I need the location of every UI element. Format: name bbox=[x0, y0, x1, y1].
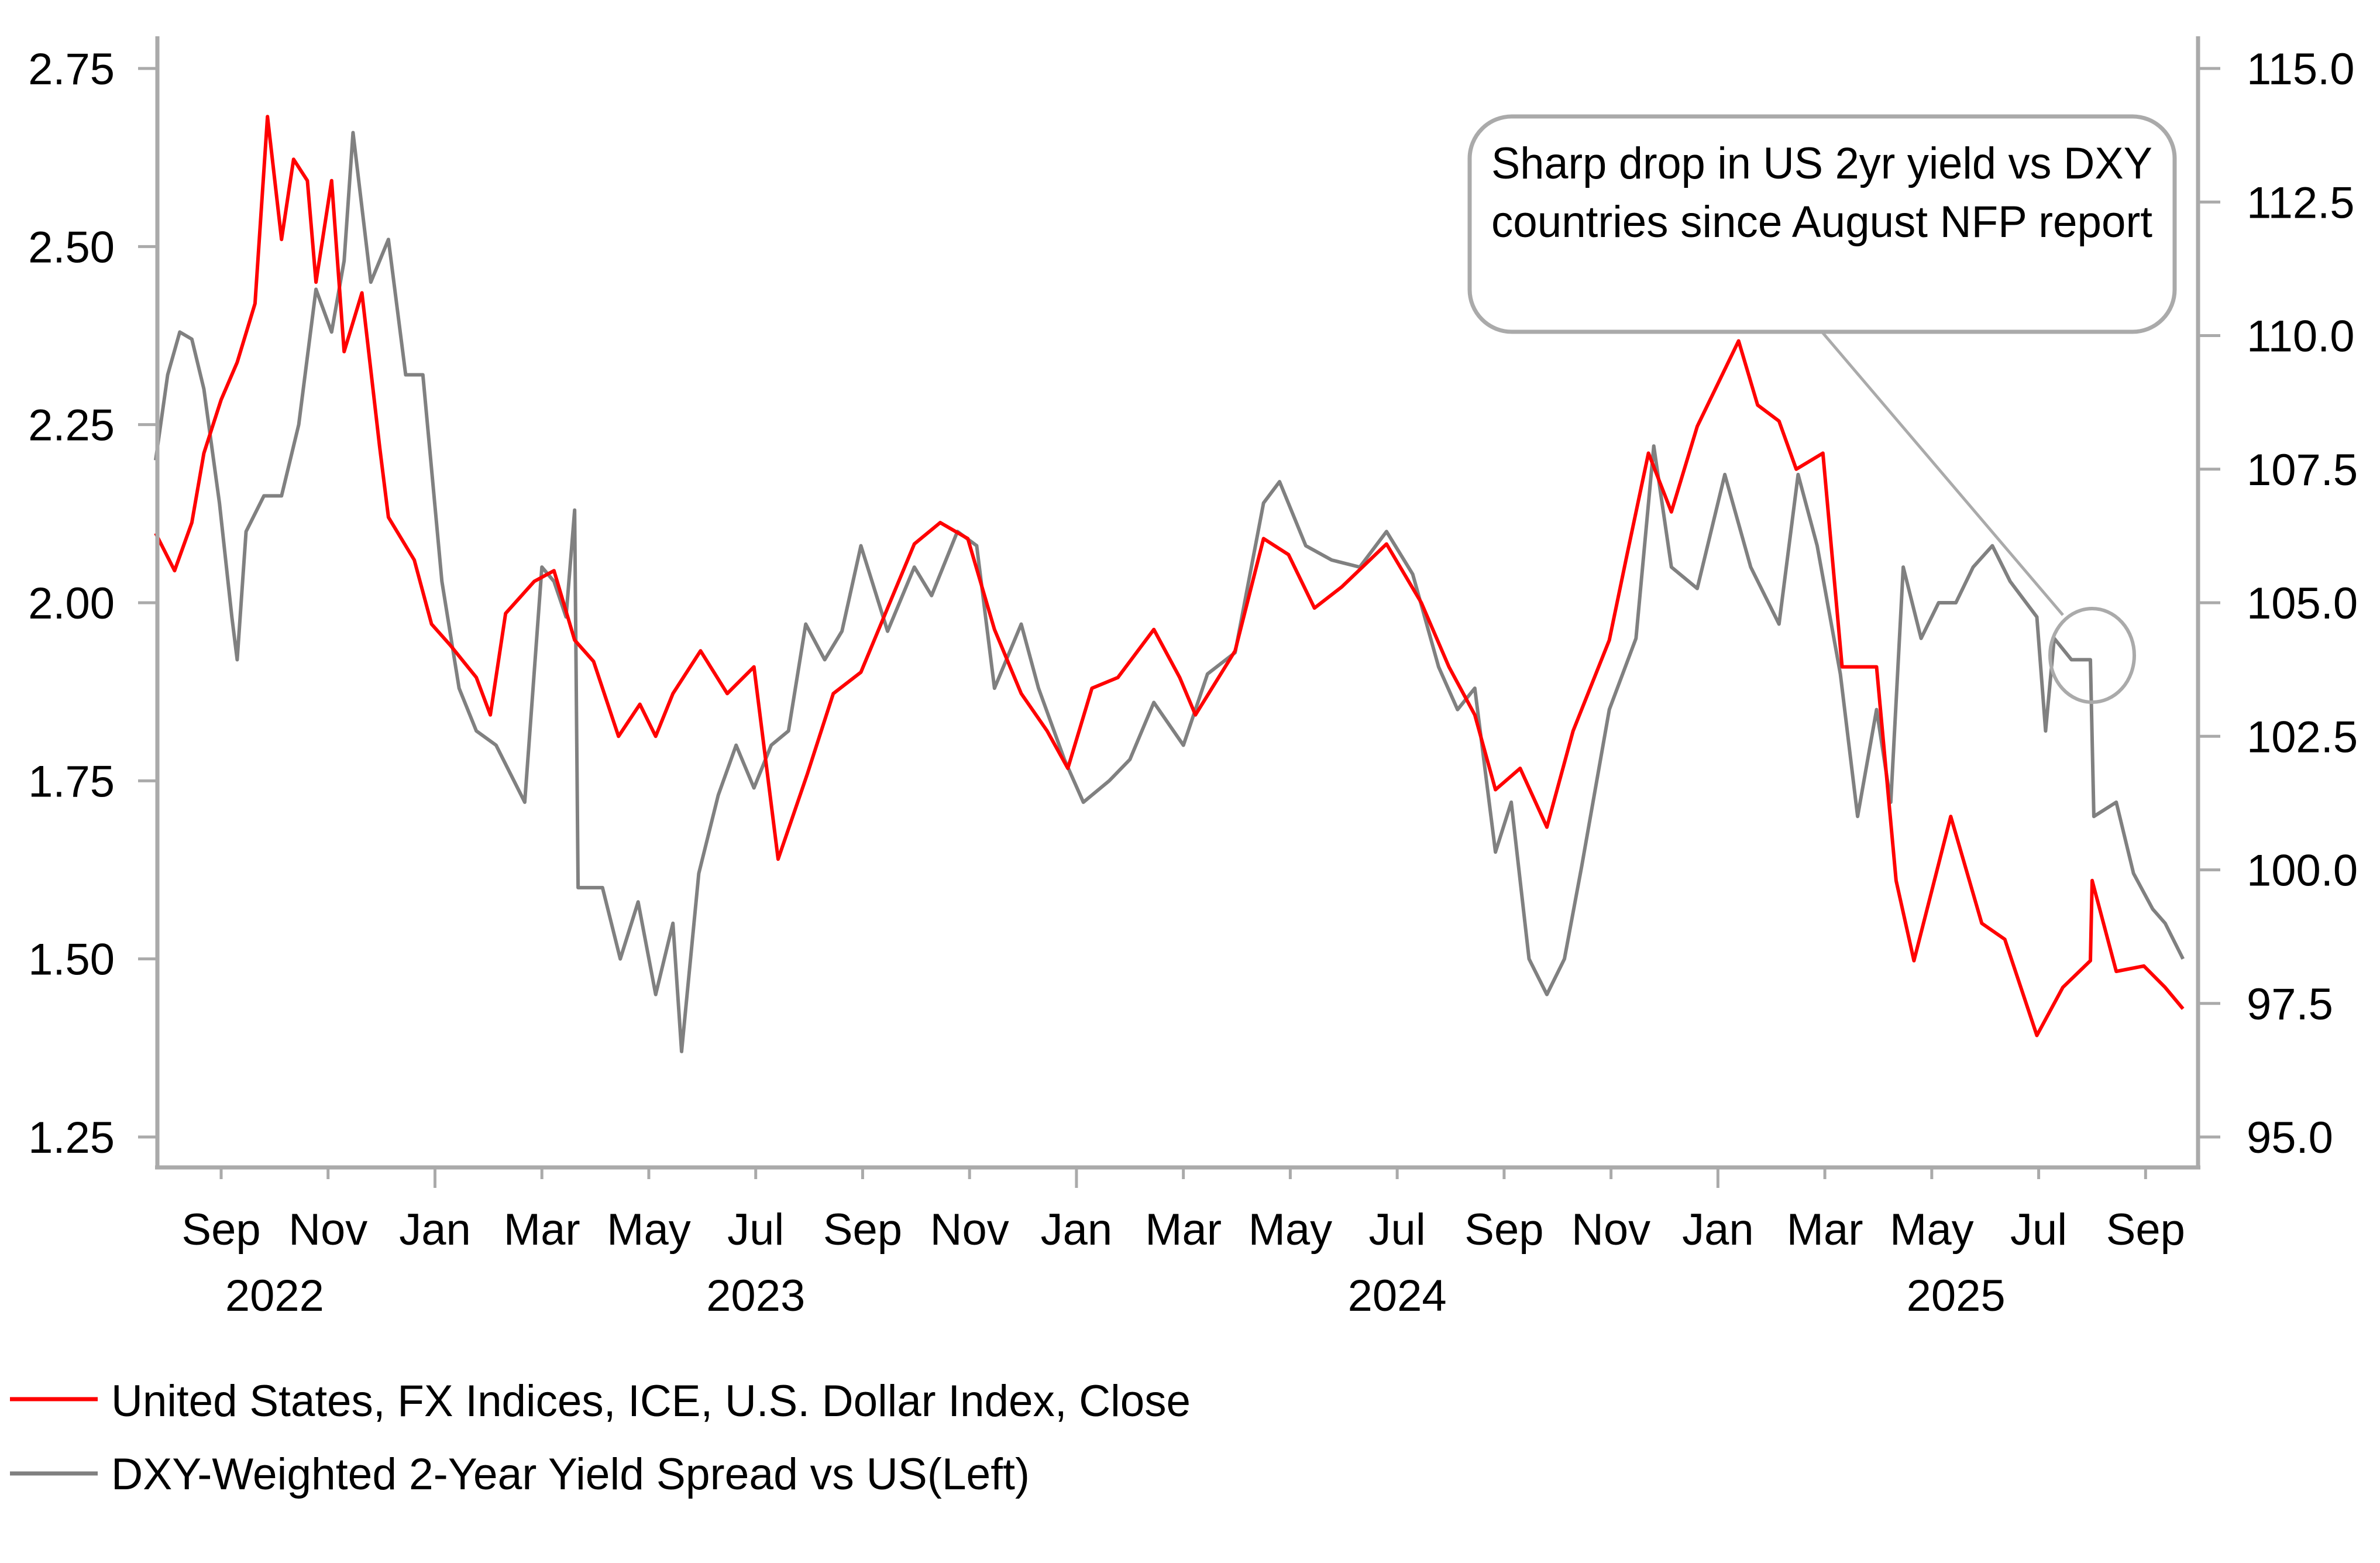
x-month-label: Mar bbox=[504, 1205, 580, 1255]
x-year-label: 2022 bbox=[225, 1271, 324, 1321]
series-layer bbox=[154, 115, 2185, 1053]
x-month-label: Mar bbox=[1145, 1205, 1222, 1255]
x-month-label: Sep bbox=[1464, 1205, 1543, 1255]
x-month-label: Nov bbox=[288, 1205, 367, 1255]
left-y-axis-ticks: 1.25 1.50 1.75 2.00 2.25 2.50 2.75 bbox=[28, 44, 157, 1163]
annotation-leader-line bbox=[1821, 331, 2064, 616]
right-y-tick-label: 100.0 bbox=[2247, 846, 2358, 896]
x-year-label: 2024 bbox=[1348, 1271, 1447, 1321]
annotation-line-2: countries since August NFP report bbox=[1491, 197, 2152, 247]
x-year-label: 2023 bbox=[706, 1271, 805, 1321]
x-month-label: Jul bbox=[2010, 1205, 2067, 1255]
left-y-tick-label: 1.50 bbox=[28, 935, 115, 985]
x-month-label: Nov bbox=[930, 1205, 1009, 1255]
x-month-label: Jul bbox=[727, 1205, 784, 1255]
x-month-label: Sep bbox=[823, 1205, 902, 1255]
legend: United States, FX Indices, ICE, U.S. Dol… bbox=[10, 1376, 1191, 1499]
annotation-highlight-circle bbox=[2048, 607, 2136, 704]
x-axis-ticks: Sep Nov Jan Mar May Jul Sep Nov Jan Mar May Jul Sep N… bbox=[181, 1167, 2185, 1321]
right-y-axis-ticks: 95.0 97.5 100.0 102.5 105.0 107.5 110.0 112.5 11… bbox=[2198, 44, 2358, 1163]
x-month-label: May bbox=[1249, 1205, 1333, 1255]
left-y-tick-label: 2.00 bbox=[28, 579, 115, 628]
x-month-label: Mar bbox=[1787, 1205, 1863, 1255]
x-month-label: Jan bbox=[399, 1205, 471, 1255]
x-month-label: May bbox=[1890, 1205, 1974, 1255]
x-month-label: Nov bbox=[1571, 1205, 1650, 1255]
series-line-dxy bbox=[154, 115, 2185, 1038]
annotation-line-1: Sharp drop in US 2yr yield vs DXY bbox=[1491, 139, 2152, 188]
right-y-tick-label: 97.5 bbox=[2247, 980, 2333, 1029]
x-month-label: Sep bbox=[2106, 1205, 2185, 1255]
right-y-tick-label: 115.0 bbox=[2247, 44, 2355, 94]
legend-label-dxy: United States, FX Indices, ICE, U.S. Dol… bbox=[111, 1376, 1191, 1426]
right-y-tick-label: 105.0 bbox=[2247, 579, 2358, 628]
left-y-tick-label: 1.25 bbox=[28, 1113, 115, 1163]
left-y-tick-label: 2.75 bbox=[28, 44, 115, 94]
right-y-tick-label: 107.5 bbox=[2247, 445, 2358, 495]
annotation: Sharp drop in US 2yr yield vs DXY countr… bbox=[1467, 114, 2177, 704]
x-month-label: Sep bbox=[181, 1205, 260, 1255]
x-month-label: Jan bbox=[1682, 1205, 1754, 1255]
x-year-label: 2025 bbox=[1907, 1271, 2006, 1321]
legend-label-yield-spread: DXY-Weighted 2-Year Yield Spread vs US(L… bbox=[111, 1449, 1030, 1499]
left-y-tick-label: 1.75 bbox=[28, 757, 115, 806]
right-y-tick-label: 102.5 bbox=[2247, 712, 2358, 762]
left-y-tick-label: 2.50 bbox=[28, 222, 115, 272]
right-y-tick-label: 110.0 bbox=[2247, 312, 2355, 362]
right-y-tick-label: 95.0 bbox=[2247, 1113, 2333, 1163]
x-month-label: May bbox=[607, 1205, 691, 1255]
right-y-tick-label: 112.5 bbox=[2247, 178, 2355, 228]
x-month-label: Jan bbox=[1041, 1205, 1113, 1255]
legend-item-dxy: United States, FX Indices, ICE, U.S. Dol… bbox=[10, 1376, 1191, 1426]
legend-item-yield-spread: DXY-Weighted 2-Year Yield Spread vs US(L… bbox=[10, 1449, 1030, 1499]
left-y-tick-label: 2.25 bbox=[28, 401, 115, 451]
x-month-label: Jul bbox=[1369, 1205, 1426, 1255]
